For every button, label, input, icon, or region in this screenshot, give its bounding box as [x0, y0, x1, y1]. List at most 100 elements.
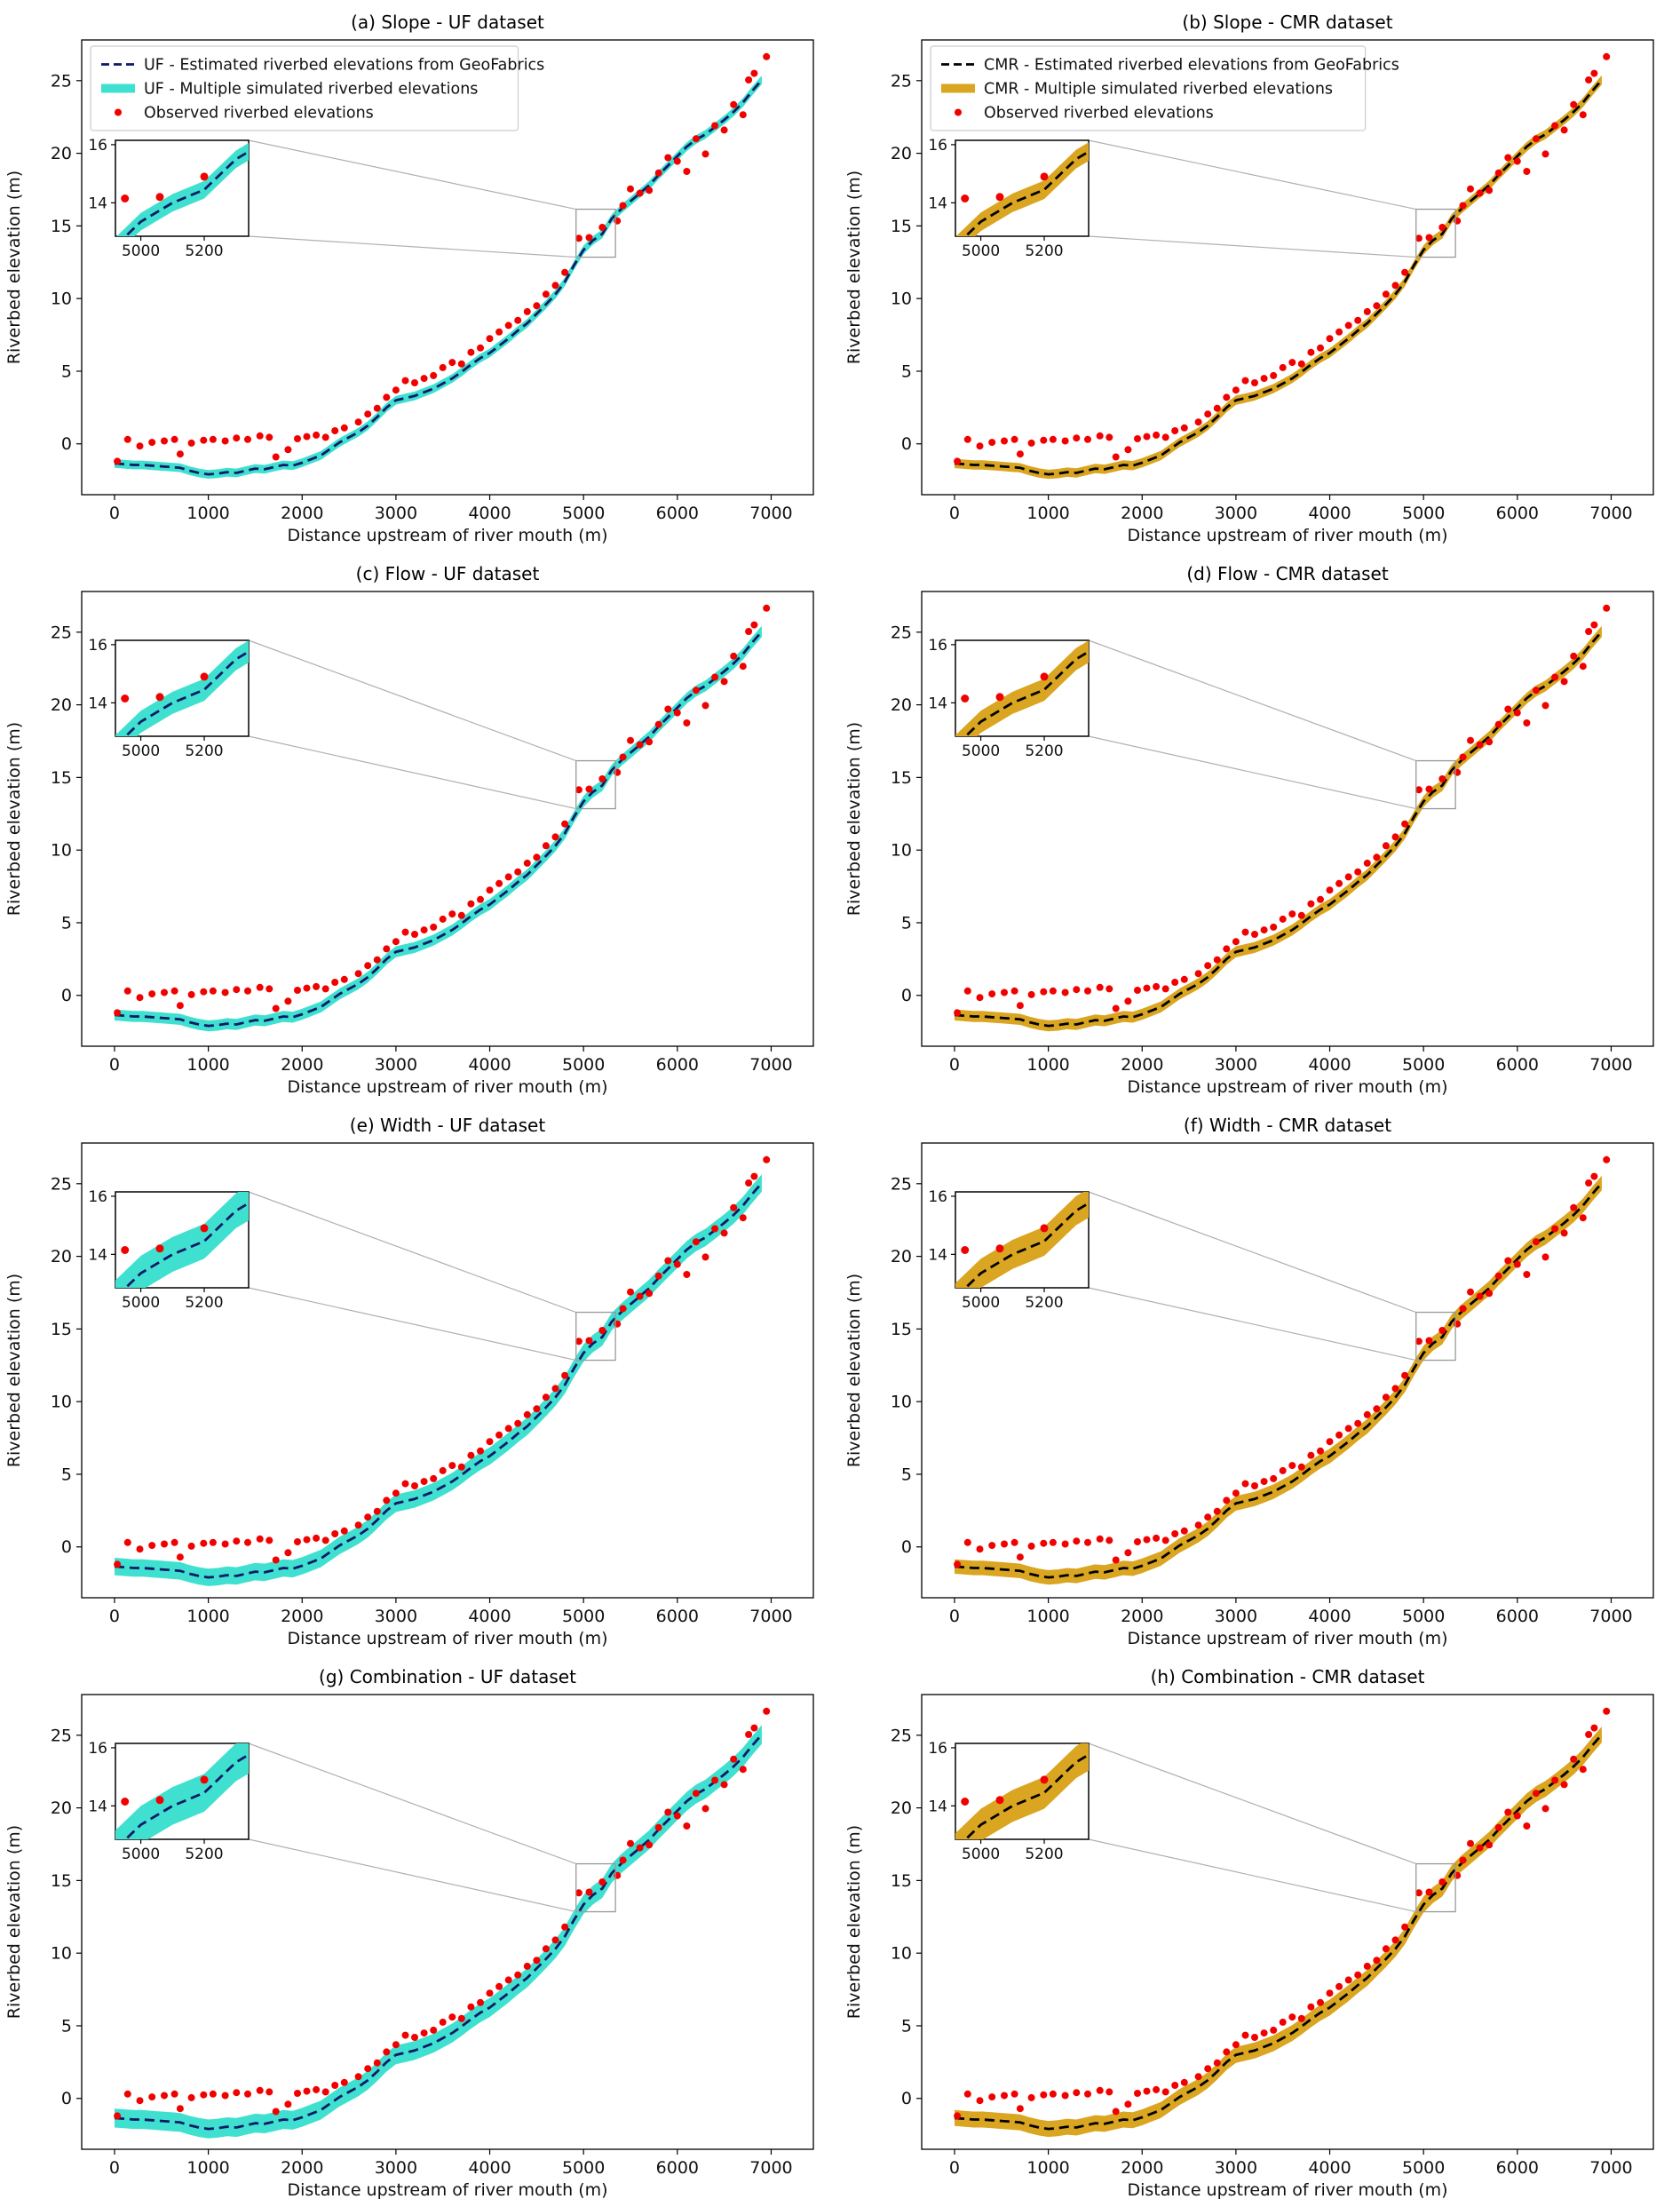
- observed-point: [221, 437, 229, 445]
- observed-point: [401, 928, 409, 936]
- inset-observed-point: [1167, 1708, 1175, 1716]
- observed-point: [585, 785, 593, 793]
- observed-point: [364, 2065, 372, 2073]
- observed-point: [313, 982, 321, 990]
- observed-point: [1326, 886, 1334, 894]
- observed-point: [1532, 687, 1540, 695]
- observed-point: [1373, 302, 1381, 310]
- x-tick-label: 1000: [1026, 1607, 1069, 1626]
- inset-observed-point: [251, 160, 259, 168]
- inset-observed-point: [359, 599, 367, 607]
- y-tick-label: 10: [891, 290, 912, 309]
- observed-point: [383, 1496, 391, 1504]
- estimated-line: [954, 79, 1603, 476]
- estimated-line: [114, 631, 763, 1028]
- observed-point: [170, 987, 178, 995]
- inset-x-tick-label: 5200: [1025, 242, 1063, 260]
- observed-point: [170, 435, 178, 443]
- inset-observed-point: [914, 1866, 922, 1874]
- inset-observed-point: [296, 1147, 304, 1155]
- observed-points: [114, 604, 771, 1017]
- observed-point: [340, 424, 348, 432]
- inset-estimated-line: [963, 1753, 1089, 1839]
- observed-point: [1180, 1527, 1188, 1535]
- observed-point: [1194, 970, 1202, 978]
- observed-point: [123, 2090, 131, 2098]
- observed-point: [1180, 975, 1188, 983]
- observed-point: [1570, 1203, 1578, 1211]
- observed-point: [244, 1538, 251, 1546]
- estimated-line: [954, 631, 1603, 1028]
- observed-point: [1541, 1253, 1549, 1261]
- observed-point: [1570, 100, 1578, 108]
- observed-point: [1494, 169, 1502, 177]
- observed-point: [1344, 322, 1352, 329]
- observed-point: [392, 2041, 400, 2049]
- observed-point: [1415, 234, 1422, 242]
- observed-point: [976, 442, 984, 450]
- inset-simulated-band: [115, 640, 249, 736]
- observed-point: [598, 1327, 606, 1334]
- y-axis-label: Riverbed elevation (m): [4, 171, 24, 364]
- observed-point: [313, 2085, 321, 2093]
- inset-observed-point: [961, 1246, 970, 1254]
- simulated-band: [115, 75, 762, 479]
- observed-point: [1326, 1989, 1334, 1997]
- inset-observed-point: [121, 695, 130, 703]
- observed-point: [683, 719, 691, 726]
- observed-point: [739, 1766, 747, 1774]
- inset-y-tick-label: 14: [928, 695, 947, 712]
- observed-point: [123, 1538, 131, 1546]
- observed-point: [1326, 1438, 1334, 1446]
- inset-observed-point: [74, 763, 82, 771]
- y-tick-label: 0: [61, 1537, 72, 1557]
- observed-point: [730, 1203, 738, 1211]
- observed-point: [692, 1238, 700, 1246]
- observed-point: [411, 379, 418, 386]
- legend-frame: [930, 45, 1367, 131]
- observed-point: [364, 1513, 372, 1521]
- observed-point: [1161, 1536, 1169, 1544]
- observed-point: [598, 1878, 606, 1885]
- observed-point: [467, 2003, 475, 2011]
- observed-point: [1143, 1536, 1151, 1544]
- observed-point: [1513, 157, 1521, 165]
- observed-point: [504, 1425, 512, 1433]
- observed-point: [763, 52, 771, 60]
- y-tick-label: 20: [51, 144, 72, 163]
- x-tick-label: 6000: [656, 2158, 699, 2178]
- observed-point: [1010, 435, 1018, 443]
- y-axis-label: Riverbed elevation (m): [4, 722, 24, 916]
- inset-observed-point: [296, 1699, 304, 1707]
- inset-y-tick-label: 16: [928, 1740, 947, 1758]
- inset-y-tick-label: 16: [88, 1740, 107, 1758]
- inset-content: [955, 142, 1089, 236]
- observed-point: [1391, 282, 1399, 290]
- observed-point: [1171, 427, 1179, 434]
- observed-point: [233, 2089, 241, 2097]
- observed-point: [123, 435, 131, 443]
- observed-point: [561, 268, 569, 276]
- observed-point: [1084, 987, 1091, 995]
- observed-point: [1180, 424, 1188, 432]
- observed-point: [619, 202, 627, 210]
- inset-x-tick-label: 5000: [962, 1294, 1000, 1312]
- observed-point: [1335, 1431, 1343, 1439]
- observed-point: [340, 2078, 348, 2086]
- zoom-indicator-rect: [575, 1311, 616, 1362]
- inset-observed-point: [155, 193, 164, 202]
- observed-point: [200, 1539, 208, 1547]
- observed-point: [1504, 1257, 1512, 1265]
- y-tick-label: 20: [891, 1247, 912, 1266]
- observed-point: [170, 1538, 178, 1546]
- observed-point: [1590, 621, 1598, 629]
- observed-point: [1112, 1004, 1120, 1012]
- observed-point: [1494, 720, 1502, 728]
- x-tick-label: 7000: [1589, 504, 1632, 523]
- observed-point: [627, 185, 634, 193]
- observed-point: [711, 1776, 719, 1784]
- y-tick-label: 10: [51, 841, 72, 861]
- observed-point: [1401, 1371, 1409, 1379]
- observed-point: [664, 1257, 672, 1265]
